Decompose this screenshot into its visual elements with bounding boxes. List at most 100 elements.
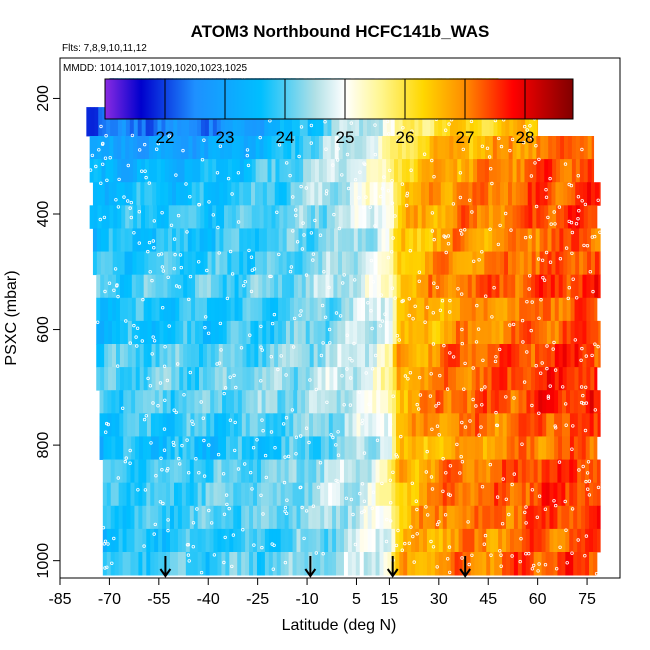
heatmap-cell (102, 552, 108, 576)
heatmap-cell (394, 136, 399, 160)
heatmap-cell (217, 459, 222, 484)
heatmap-cell (241, 482, 246, 507)
heatmap-cell (128, 182, 133, 206)
heatmap-cell (449, 159, 454, 183)
heatmap-cell (270, 297, 275, 322)
sample-point (446, 557, 450, 561)
sample-point (351, 512, 355, 517)
sample-point (341, 281, 345, 285)
sample-point (535, 515, 539, 519)
sample-point (458, 195, 463, 200)
heatmap-cell (155, 367, 160, 391)
heatmap-cell (471, 344, 477, 368)
heatmap-cell (585, 413, 591, 437)
heatmap-cell (142, 482, 147, 507)
heatmap-cell (399, 528, 404, 553)
sample-point (99, 181, 103, 185)
heatmap-cell (104, 367, 109, 391)
heatmap-cell (347, 505, 353, 530)
heatmap-cell (380, 436, 385, 460)
sample-point (206, 331, 211, 335)
sample-point (567, 219, 571, 224)
sample-point (334, 478, 338, 483)
heatmap-cell (540, 136, 545, 160)
heatmap-cell (574, 297, 579, 322)
heatmap-cell (184, 136, 189, 160)
heatmap-cell (258, 228, 264, 252)
heatmap-cell (193, 459, 199, 484)
heatmap-cell (368, 320, 374, 345)
heatmap-cell (396, 413, 401, 437)
sample-point (264, 475, 268, 480)
heatmap-cell (468, 182, 473, 206)
heatmap-cell (361, 344, 366, 368)
heatmap-cell (230, 344, 235, 368)
heatmap-cell (199, 320, 204, 345)
heatmap-cell (542, 344, 548, 368)
heatmap-cell (114, 482, 120, 507)
heatmap-cell (464, 228, 469, 252)
sample-point (349, 497, 354, 502)
heatmap-cell (582, 274, 587, 299)
heatmap-cell (462, 482, 467, 507)
heatmap-cell (490, 413, 496, 437)
sample-point (268, 274, 272, 279)
sample-point (374, 353, 378, 358)
heatmap-cell (257, 413, 262, 437)
heatmap-cell (494, 390, 500, 414)
heatmap-cell (578, 274, 583, 299)
heatmap-cell (357, 182, 363, 206)
sample-point (309, 141, 313, 145)
heatmap-cell (515, 274, 520, 299)
heatmap-cell (391, 505, 396, 530)
heatmap-cell (255, 251, 260, 276)
sample-point (596, 485, 601, 490)
heatmap-cell (441, 205, 446, 229)
heatmap-cell (463, 367, 469, 391)
heatmap-cell (448, 367, 453, 391)
heatmap-cell (419, 505, 424, 530)
heatmap-cell (157, 107, 162, 137)
heatmap-cell (99, 436, 104, 460)
heatmap-cell (469, 107, 475, 137)
heatmap-cell (382, 159, 387, 183)
heatmap-cell (194, 436, 199, 460)
heatmap-cell (92, 228, 98, 252)
sample-point (579, 385, 584, 389)
heatmap-cell (542, 436, 547, 460)
heatmap-cell (116, 251, 122, 276)
heatmap-cell (268, 528, 274, 553)
heatmap-cell (314, 182, 319, 206)
heatmap-cell (532, 136, 537, 160)
heatmap-cell (570, 344, 575, 368)
heatmap-cell (365, 274, 370, 299)
heatmap-cell (197, 107, 202, 137)
sample-point (529, 328, 533, 333)
heatmap-cell (233, 413, 239, 437)
heatmap-cell (509, 107, 514, 137)
heatmap-cell (289, 436, 294, 460)
heatmap-cell (484, 182, 489, 206)
heatmap-cell (133, 159, 138, 183)
heatmap-cell (253, 390, 259, 414)
heatmap-cell (344, 413, 349, 437)
heatmap-cell (455, 274, 461, 299)
heatmap-cell (468, 228, 473, 252)
sample-point (135, 344, 139, 348)
heatmap-cell (177, 552, 183, 576)
sample-point (520, 442, 524, 446)
heatmap-cell (200, 159, 205, 183)
heatmap-cell (196, 205, 201, 229)
heatmap-cell (425, 159, 430, 183)
heatmap-cell (218, 390, 223, 414)
heatmap-cell (376, 344, 382, 368)
heatmap-cell (216, 107, 222, 137)
heatmap-cell (432, 182, 438, 206)
heatmap-cell (458, 459, 463, 484)
heatmap-cell (144, 159, 150, 183)
heatmap-cell (113, 159, 118, 183)
heatmap-cell (194, 390, 199, 414)
heatmap-cell (156, 182, 161, 206)
heatmap-cell (102, 459, 108, 484)
heatmap-cell (225, 528, 230, 553)
